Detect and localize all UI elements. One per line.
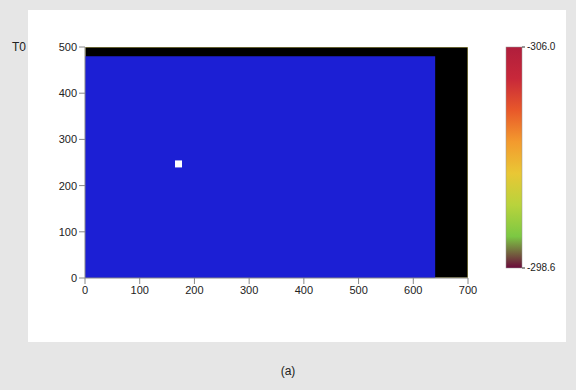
svg-text:-306.0: -306.0: [527, 41, 556, 52]
svg-text:0: 0: [82, 284, 88, 296]
svg-text:400: 400: [295, 284, 313, 296]
svg-text:200: 200: [185, 284, 203, 296]
svg-text:600: 600: [404, 284, 422, 296]
svg-text:700: 700: [459, 284, 477, 296]
svg-text:100: 100: [59, 226, 77, 238]
html-text:T0: T0: [12, 40, 26, 54]
svg-text:400: 400: [59, 87, 77, 99]
svg-text:300: 300: [59, 133, 77, 145]
svg-text:500: 500: [59, 41, 77, 53]
svg-text:-298.6: -298.6: [527, 262, 556, 273]
html-text:(a): (a): [280, 364, 296, 378]
svg-text:200: 200: [59, 180, 77, 192]
svg-text:0: 0: [71, 272, 77, 284]
svg-text:500: 500: [349, 284, 367, 296]
svg-text:100: 100: [131, 284, 149, 296]
svg-text:300: 300: [240, 284, 258, 296]
